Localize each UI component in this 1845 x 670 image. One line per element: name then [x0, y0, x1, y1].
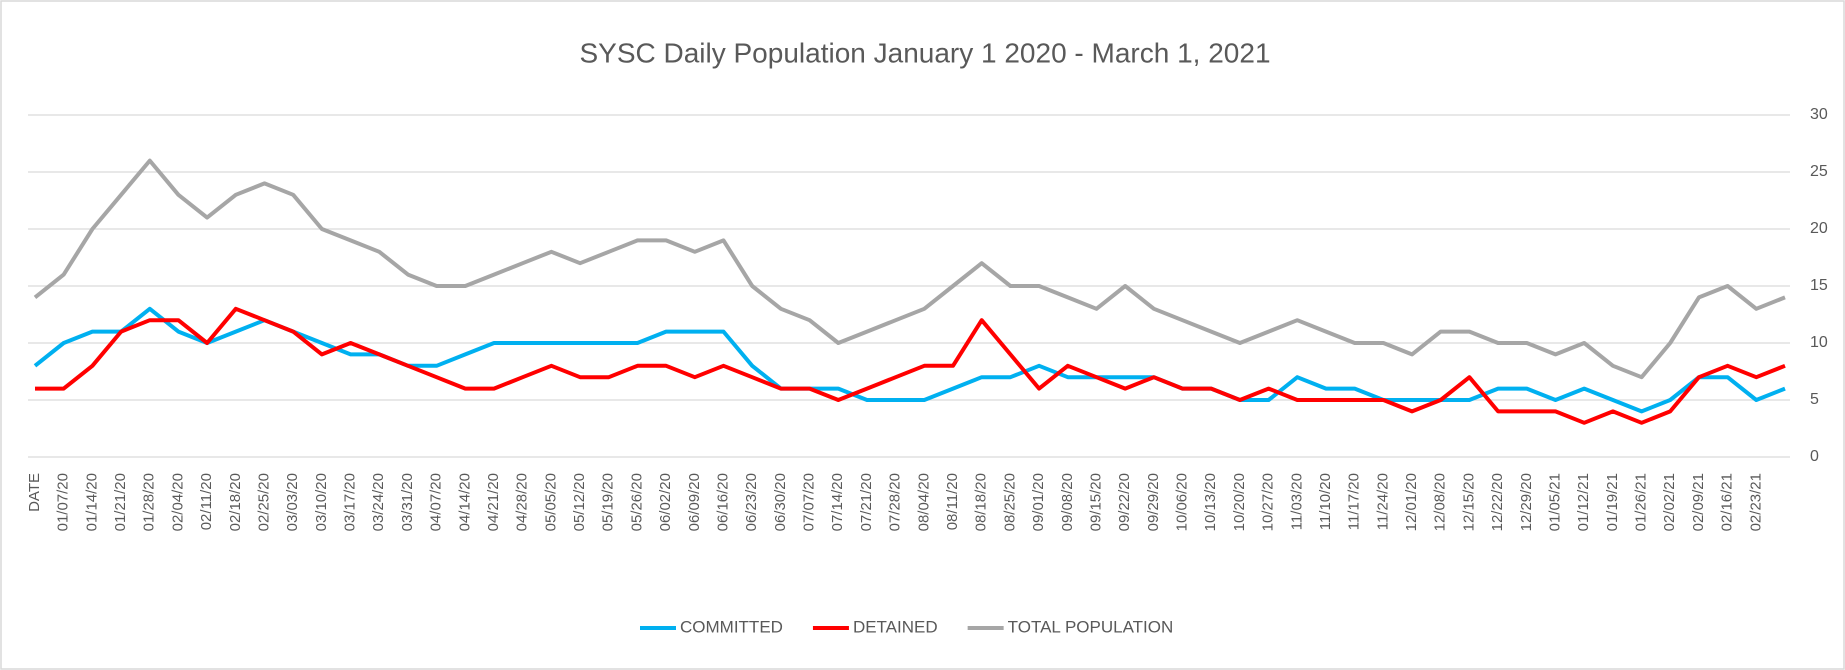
series-line — [35, 306, 1786, 425]
x-tick-label: 07/28/20 — [887, 473, 904, 531]
x-tick-label: 08/11/20 — [944, 473, 961, 530]
x-tick-label: 02/23/21 — [1747, 473, 1764, 531]
x-tick-label: 01/14/20 — [83, 473, 100, 531]
x-tick-label: 01/21/20 — [112, 473, 129, 531]
x-tick-label: 01/28/20 — [141, 473, 158, 531]
x-tick-label: 01/19/21 — [1604, 473, 1621, 531]
x-tick-label: 06/02/20 — [657, 473, 674, 531]
x-tick-label: 03/17/20 — [342, 473, 359, 531]
x-tick-label: 11/03/20 — [1288, 473, 1305, 530]
legend-label: TOTAL POPULATION — [1008, 617, 1174, 636]
legend-label: COMMITTED — [680, 617, 783, 636]
x-tick-label: 04/21/20 — [485, 473, 502, 531]
x-tick-label: 06/16/20 — [714, 473, 731, 531]
y-tick-label: 0 — [1810, 448, 1819, 465]
x-tick-label: 01/05/21 — [1546, 473, 1563, 531]
x-tick-label: 11/10/20 — [1317, 473, 1334, 530]
x-tick-label: 07/14/20 — [829, 473, 846, 531]
x-tick-label: 04/28/20 — [514, 473, 531, 531]
y-tick-label: 25 — [1810, 163, 1828, 180]
x-tick-label: 06/09/20 — [686, 473, 703, 531]
x-tick-label: 10/27/20 — [1260, 473, 1277, 531]
x-tick-label: 05/19/20 — [600, 473, 617, 531]
x-tick-label: DATE — [26, 473, 43, 512]
y-tick-label: 20 — [1810, 220, 1828, 237]
x-tick-label: 12/15/20 — [1460, 473, 1477, 531]
x-tick-label: 12/22/20 — [1489, 473, 1506, 531]
x-tick-label: 03/24/20 — [370, 473, 387, 531]
y-tick-label: 15 — [1810, 277, 1828, 294]
legend-label: DETAINED — [853, 617, 938, 636]
y-tick-label: 30 — [1810, 106, 1828, 123]
x-tick-label: 02/18/20 — [227, 473, 244, 531]
x-tick-label: 09/22/20 — [1116, 473, 1133, 531]
x-tick-label: 03/31/20 — [399, 473, 416, 531]
x-tick-label: 05/12/20 — [571, 473, 588, 531]
x-tick-label: 12/08/20 — [1432, 473, 1449, 531]
x-tick-label: 03/10/20 — [313, 473, 330, 531]
x-tick-label: 10/13/20 — [1202, 473, 1219, 531]
x-tick-label: 11/17/20 — [1346, 473, 1363, 530]
x-tick-label: 03/03/20 — [284, 473, 301, 531]
chart-title: SYSC Daily Population January 1 2020 - M… — [579, 37, 1270, 68]
x-tick-label: 02/02/21 — [1661, 473, 1678, 531]
series-line — [33, 158, 1786, 380]
x-tick-label: 08/04/20 — [915, 473, 932, 531]
y-tick-label: 10 — [1810, 334, 1828, 351]
x-tick-label: 05/26/20 — [628, 473, 645, 531]
x-tick-label: 02/11/20 — [198, 473, 215, 530]
series-line — [33, 306, 1786, 414]
x-tick-label: 06/23/20 — [743, 473, 760, 531]
x-tick-label: 09/15/20 — [1087, 473, 1104, 531]
x-tick-label: 09/29/20 — [1145, 473, 1162, 531]
x-tick-label: 02/04/20 — [169, 473, 186, 531]
x-tick-label: 04/14/20 — [456, 473, 473, 531]
x-tick-label: 02/16/21 — [1719, 473, 1736, 531]
x-tick-label: 12/29/20 — [1518, 473, 1535, 531]
x-tick-label: 01/26/21 — [1633, 473, 1650, 531]
x-tick-label: 08/18/20 — [973, 473, 990, 531]
x-tick-label: 02/09/21 — [1690, 473, 1707, 531]
x-tick-label: 11/24/20 — [1374, 473, 1391, 530]
x-tick-label: 09/08/20 — [1059, 473, 1076, 531]
y-tick-label: 5 — [1810, 391, 1819, 408]
x-tick-label: 06/30/20 — [772, 473, 789, 531]
x-tick-label: 10/06/20 — [1174, 473, 1191, 531]
x-tick-label: 04/07/20 — [428, 473, 445, 531]
x-tick-label: 08/25/20 — [1001, 473, 1018, 531]
x-tick-label: 07/07/20 — [801, 473, 818, 531]
x-tick-label: 05/05/20 — [542, 473, 559, 531]
x-tick-label: 01/12/21 — [1575, 473, 1592, 531]
x-tick-label: 07/21/20 — [858, 473, 875, 531]
x-tick-label: 02/25/20 — [255, 473, 272, 531]
x-tick-label: 12/01/20 — [1403, 473, 1420, 531]
x-tick-label: 09/01/20 — [1030, 473, 1047, 531]
x-tick-label: 10/20/20 — [1231, 473, 1248, 531]
x-tick-label: 01/07/20 — [55, 473, 72, 531]
